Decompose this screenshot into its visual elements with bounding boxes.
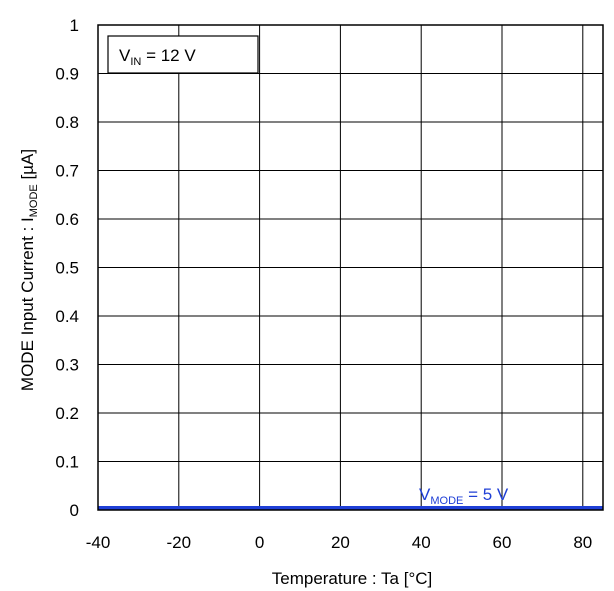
y-tick-label: 0.3 — [55, 356, 79, 375]
y-tick-label: 0.2 — [55, 404, 79, 423]
annotation-box: VIN = 12 V — [107, 35, 259, 74]
x-tick-label: 20 — [331, 533, 350, 552]
y-tick-label: 1 — [70, 16, 79, 35]
y-tick-label: 0.9 — [55, 65, 79, 84]
x-tick-label: -20 — [167, 533, 192, 552]
y-axis-label: MODE Input Current : IMODE [µA] — [18, 149, 40, 391]
series-label: VMODE = 5 V — [419, 485, 509, 507]
y-tick-label: 0.7 — [55, 162, 79, 181]
x-tick-label: 80 — [573, 533, 592, 552]
y-tick-label: 0 — [70, 501, 79, 520]
x-tick-label: 60 — [493, 533, 512, 552]
y-tick-label: 0.4 — [55, 307, 79, 326]
y-tick-label: 0.5 — [55, 259, 79, 278]
x-tick-label: -40 — [86, 533, 111, 552]
x-tick-label: 40 — [412, 533, 431, 552]
annotation-vin: VIN = 12 V — [119, 46, 196, 68]
y-tick-label: 0.1 — [55, 453, 79, 472]
x-axis-label: Temperature : Ta [°C] — [272, 569, 433, 588]
grid — [98, 25, 603, 510]
x-tick-label: 0 — [255, 533, 264, 552]
y-tick-label: 0.8 — [55, 113, 79, 132]
y-tick-label: 0.6 — [55, 210, 79, 229]
tick-labels: -40 -20 0 20 40 60 80 0 0.1 0.2 0.3 0.4 0.5 0.6 0.7 0.8… — [55, 16, 592, 552]
plot-frame — [97, 24, 604, 511]
